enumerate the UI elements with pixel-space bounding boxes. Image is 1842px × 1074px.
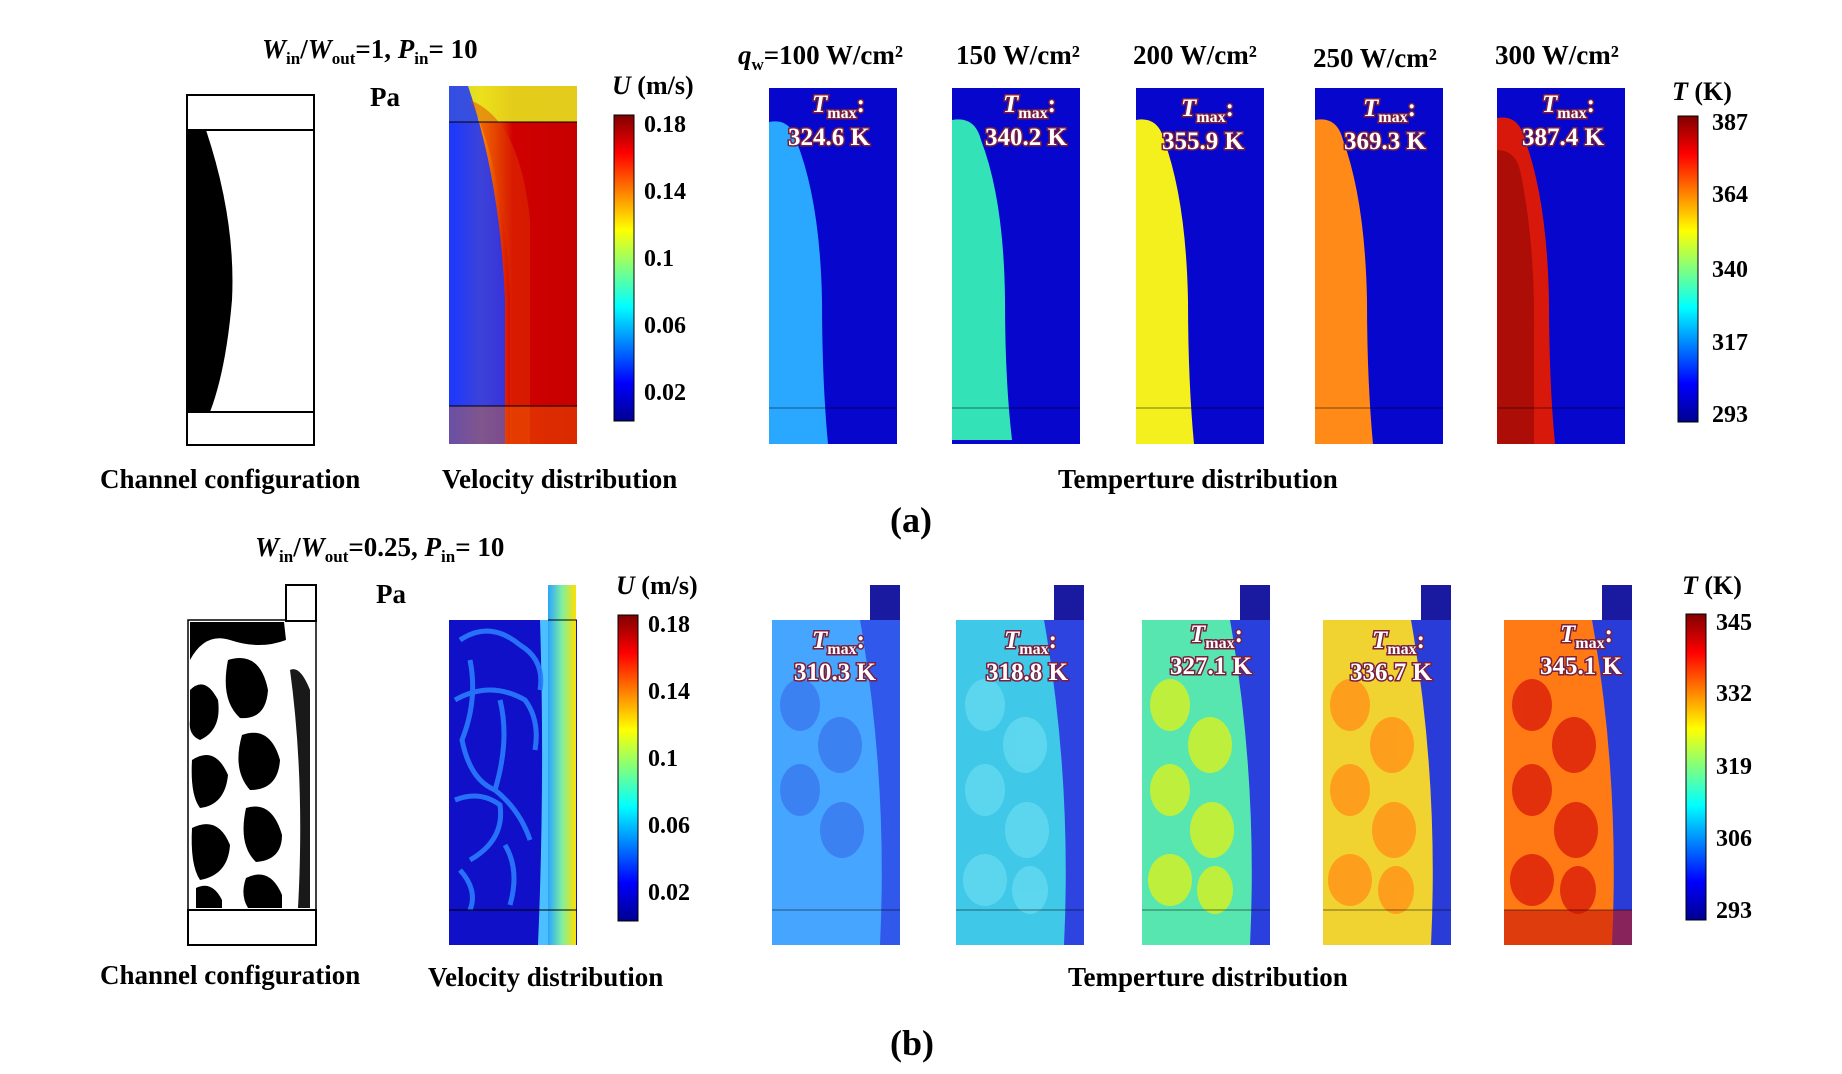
temperature-colorbar-b — [1685, 613, 1707, 921]
channel-configuration-a — [186, 94, 315, 446]
temperature-tick: 340 — [1712, 257, 1748, 283]
tmax-label-b-3: Tmax: 336.7 K — [1349, 626, 1435, 688]
heat-flux-header-a-1: 150 W/cm² — [956, 40, 1080, 70]
tmax-label-a-1: Tmax: 340.2 K — [984, 90, 1070, 153]
pressure-unit-a: Pa — [370, 82, 400, 112]
channel-configuration-label-b: Channel configuration — [100, 960, 360, 990]
heat-flux-header-a-2: 200 W/cm² — [1133, 40, 1257, 70]
tmax-label-a-2: Tmax: 355.9 K — [1161, 94, 1247, 157]
velocity-tick: 0.06 — [644, 313, 686, 339]
svg-text:340.2 K: 340.2 K — [985, 124, 1068, 151]
temperature-tick: 293 — [1712, 402, 1748, 428]
tmax-label-b-2: Tmax: 327.1 K — [1169, 620, 1255, 682]
velocity-bar-title-a: U (m/s) — [612, 71, 694, 100]
svg-text:Tmax:: Tmax: — [812, 91, 865, 122]
temperature-ticks-b: 345 332 319 306 293 — [1716, 610, 1752, 924]
panel-caption-b: (b) — [890, 1023, 934, 1063]
velocity-tick: 0.18 — [644, 112, 686, 138]
heat-flux-header-a-3: 250 W/cm² — [1313, 43, 1437, 73]
temperature-distribution-label-a: Temperture distribution — [1058, 464, 1338, 494]
temperature-tick: 345 — [1716, 610, 1752, 636]
tmax-label-a-4: Tmax: 387.4 K — [1521, 90, 1607, 153]
svg-text:Tmax:: Tmax: — [1181, 95, 1234, 126]
svg-text:336.7 K: 336.7 K — [1350, 659, 1433, 686]
velocity-tick: 0.06 — [648, 813, 690, 839]
pressure-unit-b: Pa — [376, 579, 406, 609]
panel-b: Win/Wout=0.25, Pin= 10 Pa Channel config… — [100, 532, 1752, 1063]
svg-text:310.3 K: 310.3 K — [794, 659, 877, 686]
velocity-tick: 0.14 — [644, 179, 686, 205]
temperature-tick: 364 — [1712, 182, 1748, 208]
svg-text:318.8 K: 318.8 K — [986, 659, 1069, 686]
temperature-bar-title-a: T (K) — [1672, 77, 1732, 106]
velocity-distribution-label-b: Velocity distribution — [428, 962, 663, 992]
svg-text:Tmax:: Tmax: — [812, 627, 865, 658]
svg-text:369.3 K: 369.3 K — [1344, 128, 1427, 155]
temperature-tick: 306 — [1716, 826, 1752, 852]
temperature-map-b-3 — [1323, 585, 1451, 945]
svg-text:Tmax:: Tmax: — [1190, 621, 1243, 652]
velocity-ticks-b: 0.18 0.14 0.1 0.06 0.02 — [648, 612, 690, 906]
temperature-distribution-label-b: Temperture distribution — [1068, 962, 1348, 992]
temperature-tick: 317 — [1712, 330, 1748, 356]
svg-text:Tmax:: Tmax: — [1004, 627, 1057, 658]
tmax-label-a-3: Tmax: 369.3 K — [1343, 94, 1429, 157]
velocity-colorbar-b — [617, 614, 639, 922]
temperature-map-b-4 — [1504, 585, 1632, 945]
temperature-map-b-0 — [772, 585, 900, 945]
temperature-ticks-a: 387 364 340 317 293 — [1712, 110, 1748, 428]
temperature-map-b-1 — [956, 585, 1084, 945]
svg-text:Tmax:: Tmax: — [1372, 627, 1425, 658]
velocity-colorbar-a — [613, 114, 635, 422]
svg-text:Tmax:: Tmax: — [1542, 91, 1595, 122]
temperature-colorbar-a — [1677, 115, 1699, 423]
velocity-map-a — [449, 86, 577, 444]
velocity-map-b — [449, 585, 577, 945]
temperature-map-a-1 — [952, 88, 1080, 444]
condition-label-a: Win/Wout=1, Pin= 10 — [262, 34, 478, 68]
tmax-label-b-4: Tmax: 345.1 K — [1539, 620, 1625, 682]
condition-label-b: Win/Wout=0.25, Pin= 10 — [255, 532, 504, 566]
panel-caption-a: (a) — [890, 500, 932, 540]
velocity-ticks-a: 0.18 0.14 0.1 0.06 0.02 — [644, 112, 686, 406]
velocity-tick: 0.02 — [644, 380, 686, 406]
velocity-tick: 0.1 — [648, 746, 678, 772]
temperature-tick: 332 — [1716, 681, 1752, 707]
svg-text:324.6 K: 324.6 K — [788, 124, 871, 151]
temperature-tick: 319 — [1716, 754, 1752, 780]
channel-configuration-label-a: Channel configuration — [100, 464, 360, 494]
svg-text:345.1 K: 345.1 K — [1540, 653, 1623, 680]
velocity-distribution-label-a: Velocity distribution — [442, 464, 677, 494]
tmax-label-b-1: Tmax: 318.8 K — [985, 626, 1071, 688]
heat-flux-header-a-0: qw=100 W/cm² — [738, 40, 903, 74]
temperature-tick: 387 — [1712, 110, 1748, 136]
velocity-tick: 0.18 — [648, 612, 690, 638]
temperature-bar-title-b: T (K) — [1682, 571, 1742, 600]
temperature-map-b-2 — [1142, 585, 1270, 945]
panel-a: Win/Wout=1, Pin= 10 Pa Channel configura… — [100, 34, 1748, 540]
svg-text:327.1 K: 327.1 K — [1170, 653, 1253, 680]
svg-text:Tmax:: Tmax: — [1363, 95, 1416, 126]
velocity-tick: 0.14 — [648, 679, 690, 705]
temperature-map-a-0 — [769, 88, 897, 444]
svg-text:Tmax:: Tmax: — [1560, 621, 1613, 652]
temperature-map-a-3 — [1315, 88, 1443, 444]
velocity-tick: 0.02 — [648, 880, 690, 906]
svg-text:355.9 K: 355.9 K — [1162, 128, 1245, 155]
tmax-label-b-0: Tmax: 310.3 K — [793, 626, 879, 688]
velocity-bar-title-b: U (m/s) — [616, 571, 698, 600]
channel-configuration-b — [187, 584, 317, 946]
temperature-map-a-4 — [1497, 88, 1625, 444]
velocity-tick: 0.1 — [644, 246, 674, 272]
tmax-label-a-0: Tmax: 324.6 K — [787, 90, 873, 153]
svg-text:Tmax:: Tmax: — [1003, 91, 1056, 122]
temperature-tick: 293 — [1716, 898, 1752, 924]
temperature-map-a-2 — [1136, 88, 1264, 444]
svg-text:387.4 K: 387.4 K — [1522, 124, 1605, 151]
heat-flux-header-a-4: 300 W/cm² — [1495, 40, 1619, 70]
